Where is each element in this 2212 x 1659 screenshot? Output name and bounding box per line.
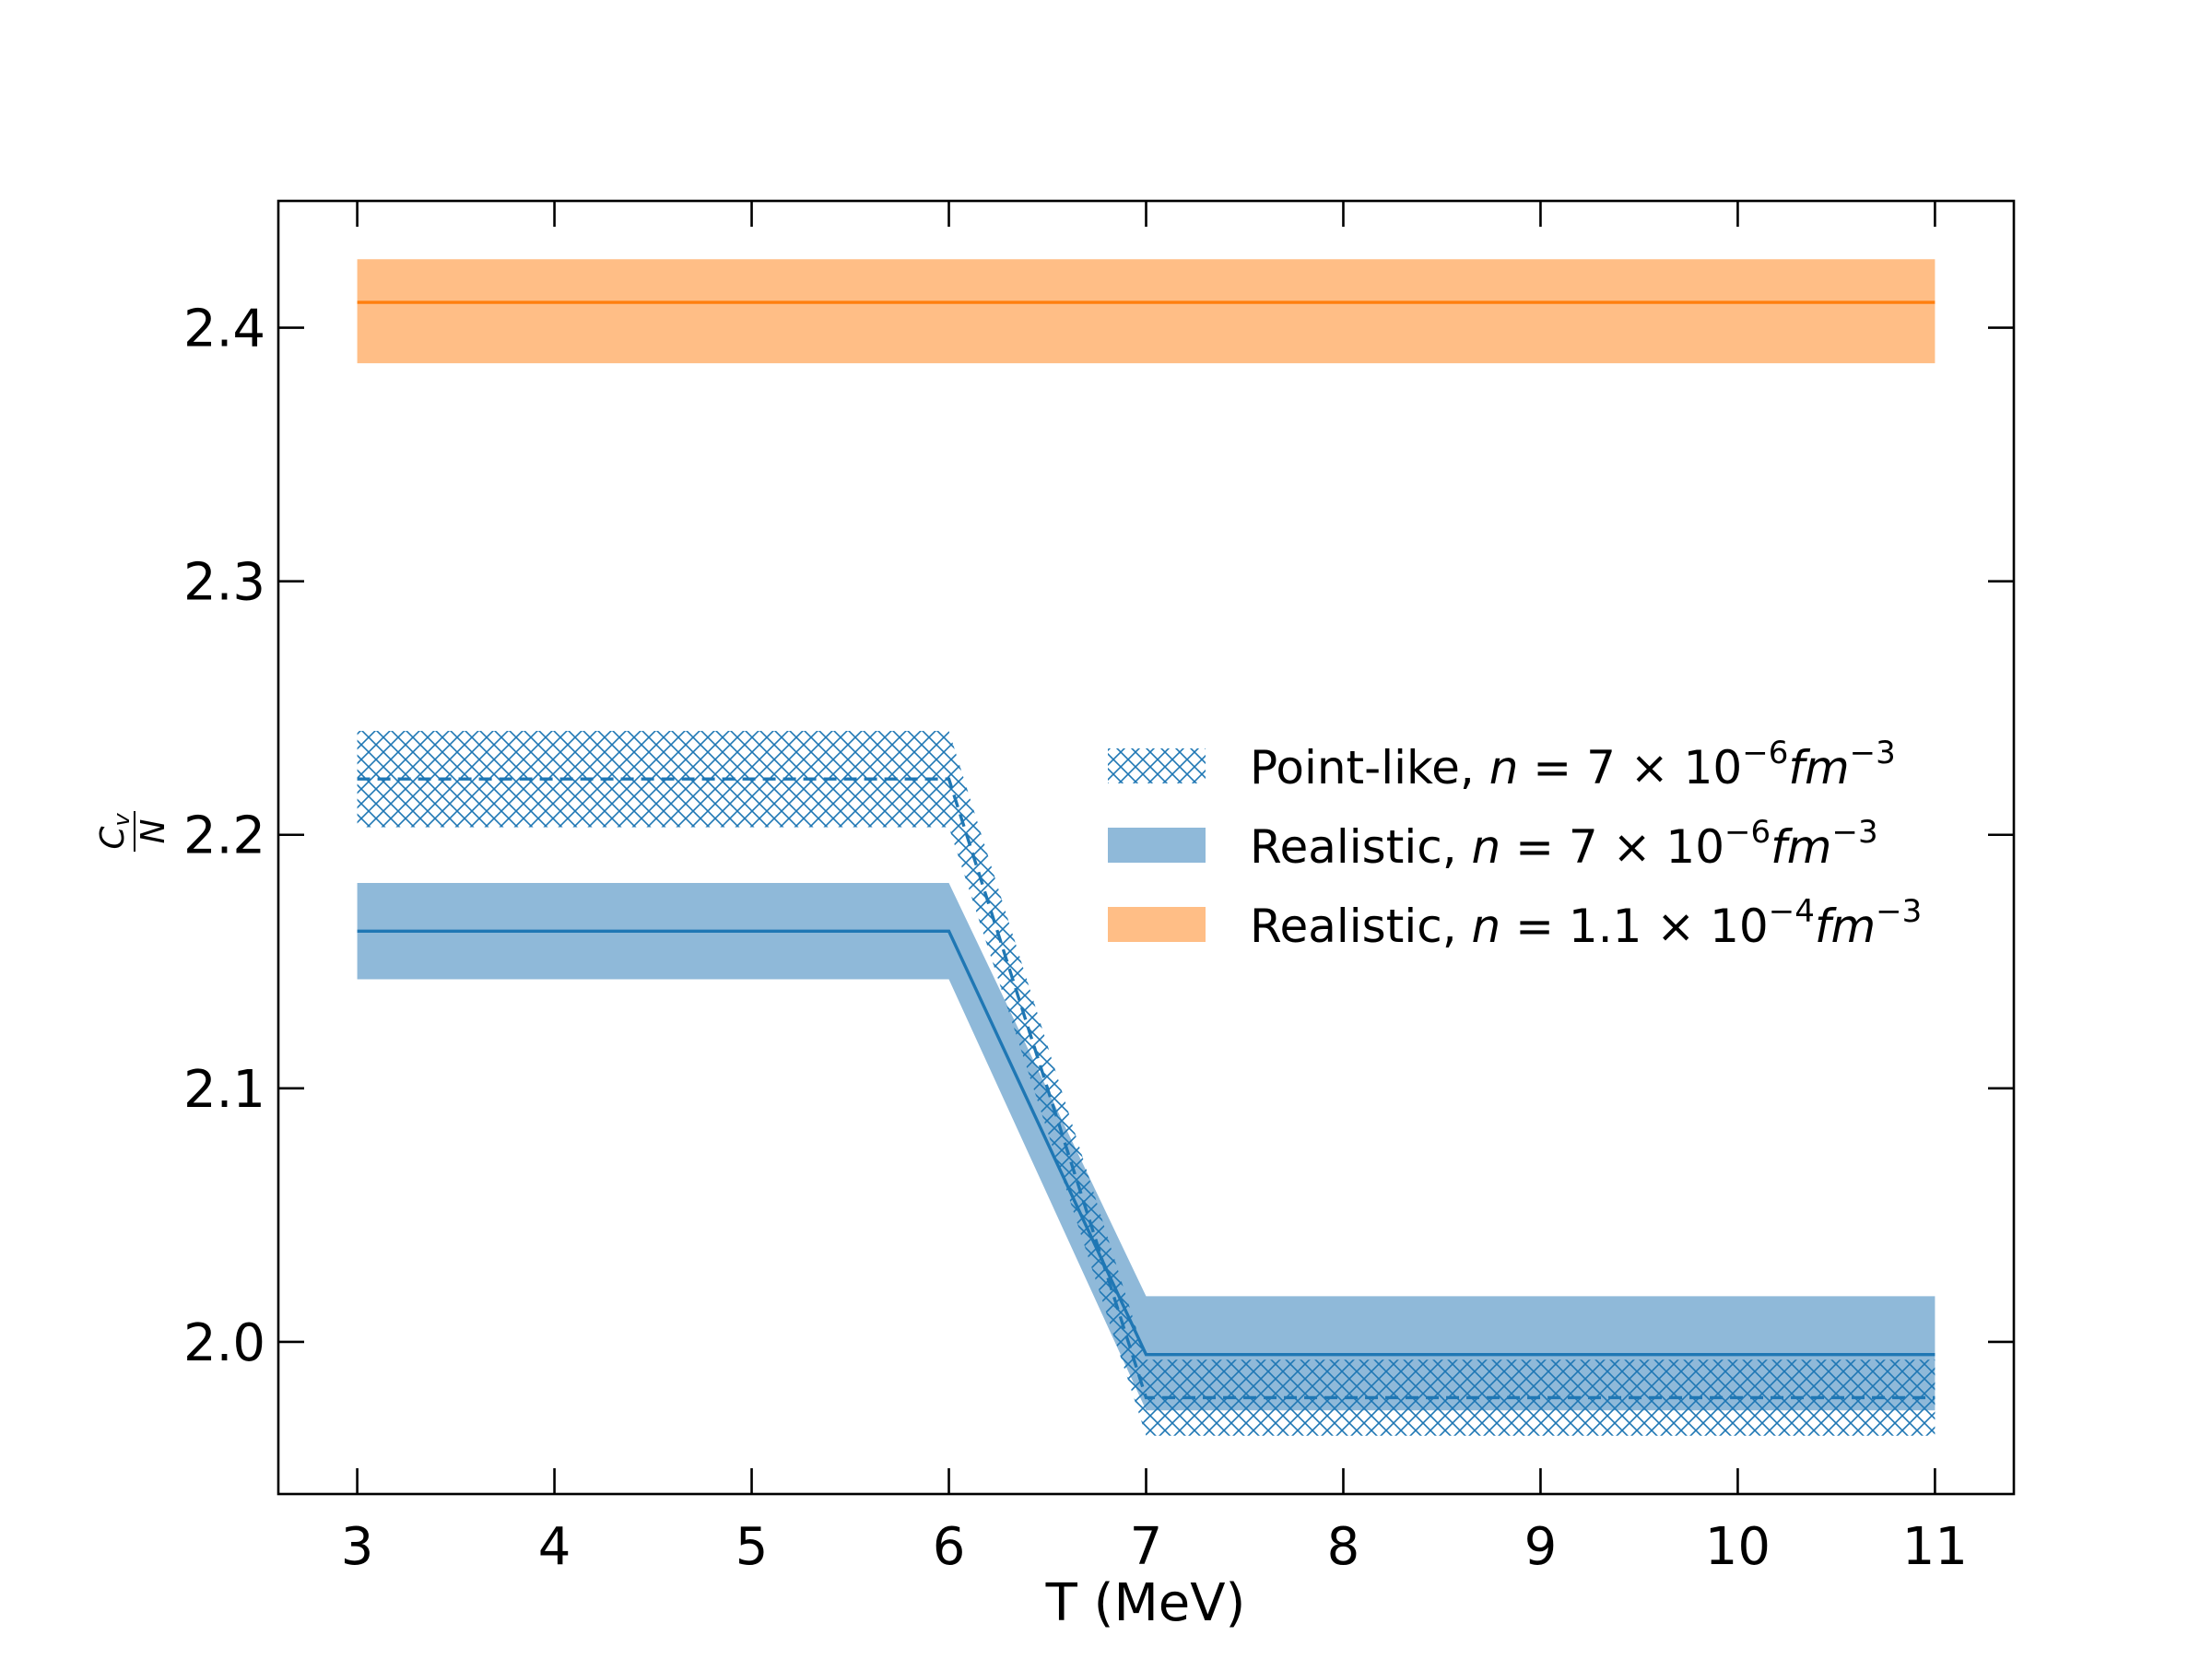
legend-label-1: Realistic, n = 7 × 10−6fm−3 <box>1250 814 1878 874</box>
x-axis-label: T (MeV) <box>1045 1573 1246 1633</box>
x-tick-label: 8 <box>1327 1517 1360 1577</box>
legend-label-2: Realistic, n = 1.1 × 10−4fm−3 <box>1250 893 1922 953</box>
series-lines <box>357 300 1936 1400</box>
x-tick-label: 4 <box>538 1517 571 1577</box>
band-series-1 <box>357 883 1936 1411</box>
legend-label-0: Point-like, n = 7 × 10−6fm−3 <box>1250 735 1896 794</box>
x-tick-label: 10 <box>1705 1517 1771 1577</box>
legend-swatch-2 <box>1108 907 1206 942</box>
y-tick-label: 2.1 <box>183 1060 265 1120</box>
x-tick-label: 3 <box>341 1517 374 1577</box>
line-series-1 <box>357 929 1936 1357</box>
x-tick-label: 7 <box>1130 1517 1163 1577</box>
legend-swatch-0 <box>1108 748 1206 783</box>
x-tick-label: 9 <box>1524 1517 1558 1577</box>
y-axis-label: Cv N <box>94 811 172 852</box>
band-series-2 <box>357 259 1936 364</box>
confidence-bands <box>357 259 1936 1436</box>
y-tick-label: 2.2 <box>183 806 265 866</box>
x-tick-label: 6 <box>933 1517 966 1577</box>
y-tick-label: 2.0 <box>183 1313 265 1373</box>
x-tick-label: 11 <box>1902 1517 1968 1577</box>
band-series-0 <box>357 730 1936 1436</box>
legend: Point-like, n = 7 × 10−6fm−3 Realistic, n… <box>1108 735 1922 953</box>
y-tick-label: 2.3 <box>183 553 265 613</box>
legend-swatch-1 <box>1108 828 1206 863</box>
y-axis-label-numerator: Cv <box>94 813 135 850</box>
axis-ticks: 3 4 5 6 7 8 9 10 11 2.0 2.1 2.2 2.3 2.4 <box>183 201 2014 1577</box>
y-tick-label: 2.4 <box>183 300 265 359</box>
plot-frame <box>276 199 2016 1496</box>
line-series-0 <box>357 777 1936 1400</box>
y-axis-label-denominator: N <box>135 819 172 844</box>
x-tick-label: 5 <box>735 1517 769 1577</box>
